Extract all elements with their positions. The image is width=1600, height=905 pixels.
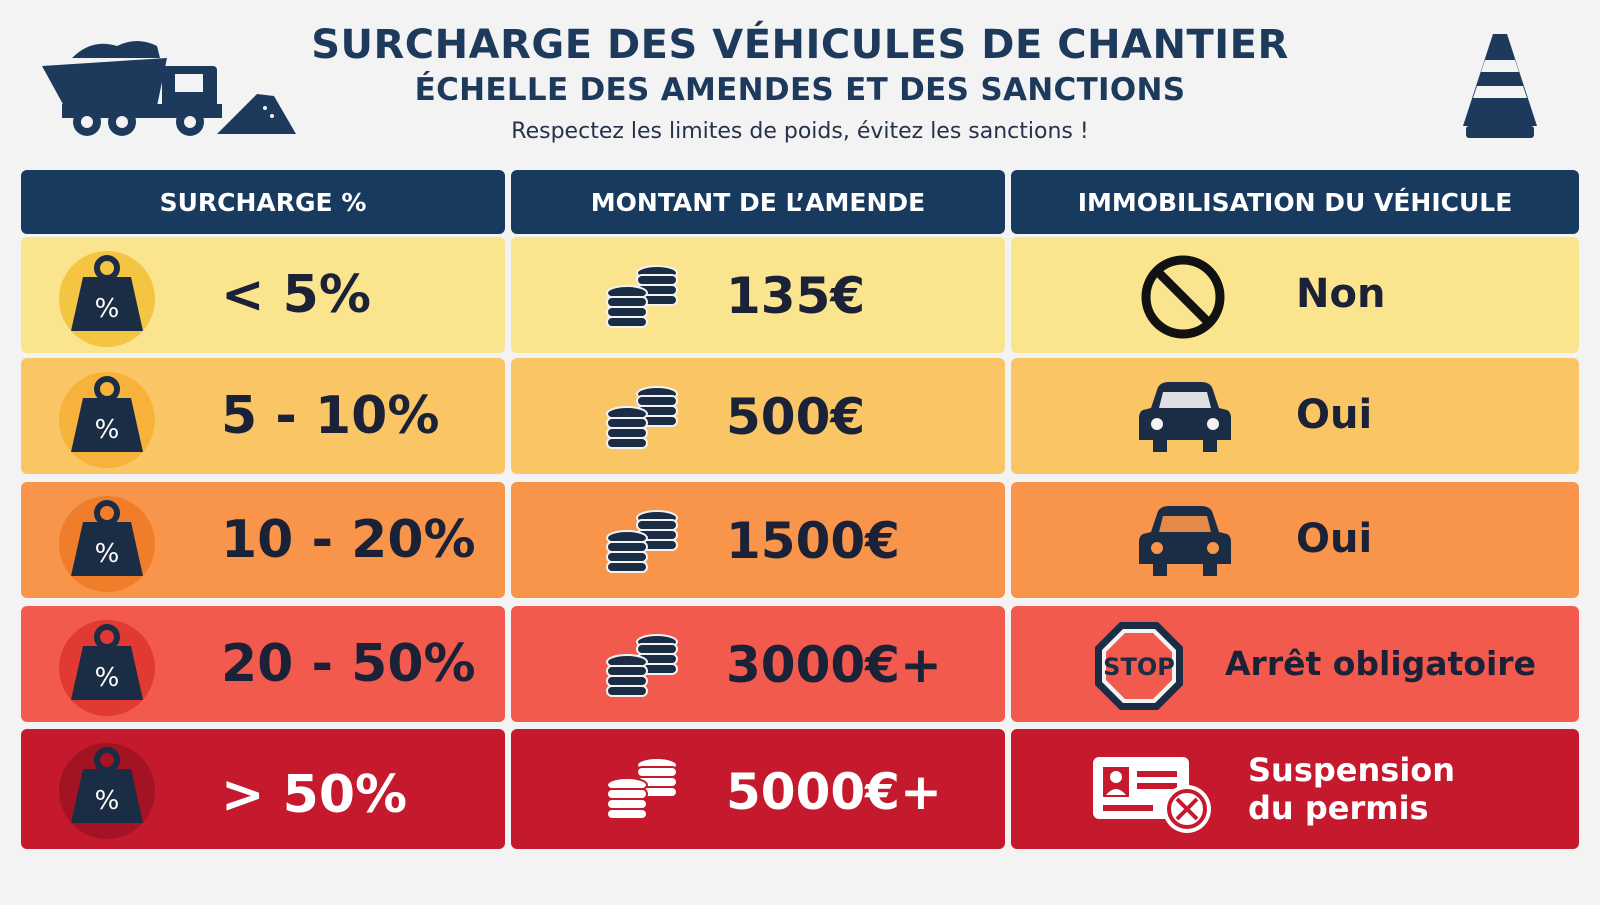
amende-cell: 135€	[511, 237, 1005, 353]
immobilisation-cell: Oui	[1011, 358, 1579, 474]
stop-sign-label: STOP	[1103, 653, 1175, 681]
header: SURCHARGE DES VÉHICULES DE CHANTIER ÉCHE…	[0, 0, 1600, 165]
coin-stack-icon	[606, 386, 678, 449]
table-row: % 20 - 50% 3000€+	[21, 606, 1579, 722]
immobilisation-cell: Non	[1011, 237, 1579, 353]
weight-percent-symbol: %	[95, 539, 120, 569]
surcharge-cell: % 20 - 50%	[21, 606, 505, 722]
amende-cell: 3000€+	[511, 606, 1005, 722]
immobilisation-cell: Suspension du permis	[1011, 729, 1579, 849]
table-row: % 5 - 10% 500€	[21, 358, 1579, 474]
surcharge-cell: % < 5%	[21, 237, 505, 353]
surcharge-cell: % 10 - 20%	[21, 482, 505, 598]
weight-percent-symbol: %	[95, 415, 120, 445]
coin-stack-icon	[606, 265, 678, 328]
tagline: Respectez les limites de poids, évitez l…	[511, 119, 1089, 144]
prohibited-icon	[1141, 255, 1225, 339]
surcharge-cell: % > 50%	[21, 729, 505, 849]
dump-truck-icon	[42, 41, 296, 136]
coin-stack-icon	[606, 510, 678, 573]
coin-stack-icon	[606, 634, 678, 697]
stop-sign-icon: STOP	[1095, 622, 1183, 710]
page-title: SURCHARGE DES VÉHICULES DE CHANTIER	[311, 22, 1289, 68]
table-row: % > 50% 5000€+	[21, 729, 1579, 849]
amende-cell: 5000€+	[511, 729, 1005, 849]
immobilisation-cell: STOP Arrêt obligatoire	[1011, 606, 1579, 722]
car-icon	[1139, 506, 1231, 576]
page-subtitle: ÉCHELLE DES AMENDES ET DES SANCTIONS	[414, 72, 1186, 108]
percent-weight-icon: %	[71, 747, 143, 823]
immobilisation-line-1: Suspension	[1248, 751, 1456, 789]
weight-percent-symbol: %	[95, 786, 120, 816]
weight-percent-symbol: %	[95, 294, 120, 324]
surcharge-value: 10 - 20%	[221, 510, 476, 570]
weight-percent-symbol: %	[95, 663, 120, 693]
table-row: % 10 - 20% 1500€	[21, 482, 1579, 598]
immobilisation-value: Oui	[1296, 516, 1373, 562]
column-header-immobilisation: IMMOBILISATION DU VÉHICULE	[1011, 170, 1579, 234]
immobilisation-value: Arrêt obligatoire	[1225, 644, 1536, 683]
percent-weight-icon: %	[71, 255, 143, 331]
table-row: % < 5% 135€	[21, 237, 1579, 353]
amende-cell: 500€	[511, 358, 1005, 474]
percent-weight-icon: %	[71, 500, 143, 576]
column-header-surcharge: SURCHARGE %	[21, 170, 505, 234]
immobilisation-line-2: du permis	[1248, 789, 1429, 827]
percent-weight-icon: %	[71, 376, 143, 452]
immobilisation-value: Suspension du permis	[1248, 751, 1455, 827]
amende-value: 500€	[726, 388, 866, 446]
immobilisation-value: Oui	[1296, 392, 1373, 438]
column-header-amende: MONTANT DE L’AMENDE	[511, 170, 1005, 234]
surcharge-value: 5 - 10%	[221, 386, 440, 446]
car-icon	[1139, 382, 1231, 452]
surcharge-value: > 50%	[221, 765, 408, 825]
surcharge-cell: % 5 - 10%	[21, 358, 505, 474]
coin-stack-icon	[606, 757, 678, 820]
percent-weight-icon: %	[71, 624, 143, 700]
surcharge-value: 20 - 50%	[221, 634, 476, 694]
immobilisation-cell: Oui	[1011, 482, 1579, 598]
amende-value: 3000€+	[726, 636, 942, 694]
amende-cell: 1500€	[511, 482, 1005, 598]
traffic-cone-icon	[1463, 34, 1537, 138]
surcharge-value: < 5%	[221, 265, 371, 325]
amende-value: 135€	[726, 267, 866, 325]
amende-value: 1500€	[726, 512, 900, 570]
amende-value: 5000€+	[726, 763, 942, 821]
immobilisation-value: Non	[1296, 271, 1386, 317]
license-suspended-icon	[1093, 757, 1211, 833]
